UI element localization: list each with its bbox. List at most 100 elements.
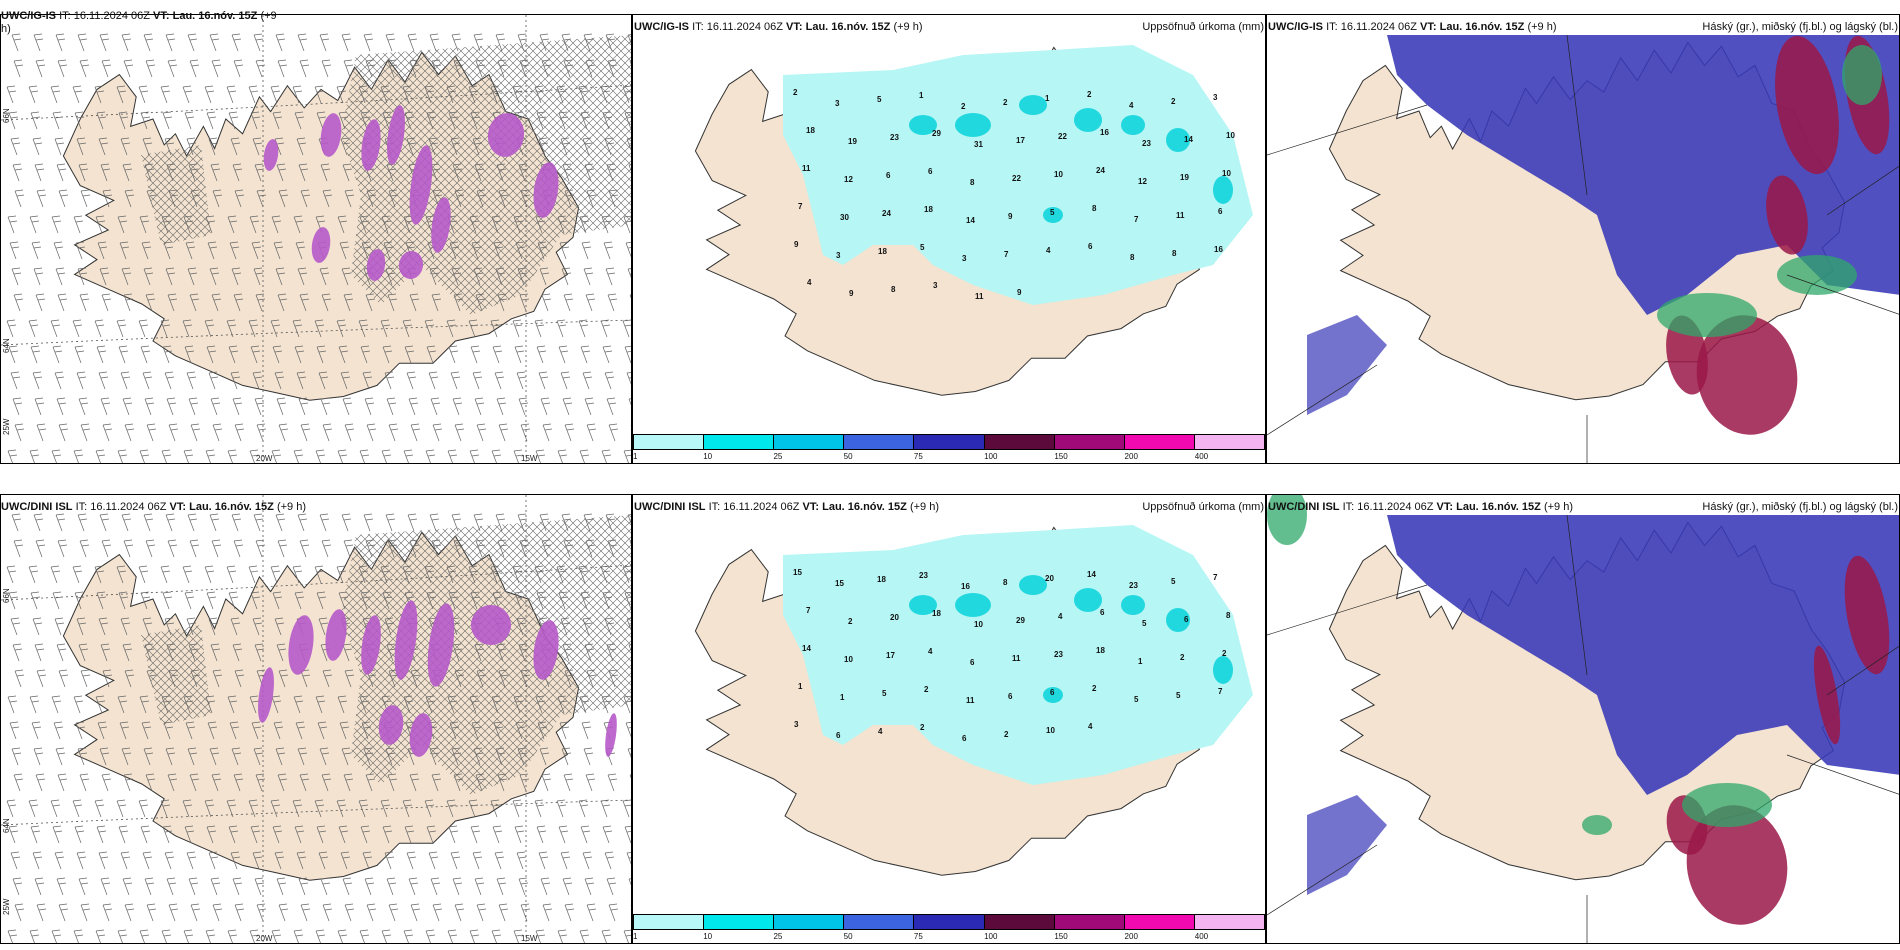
wind-barb-staff	[55, 268, 63, 286]
wind-barb-flag	[431, 752, 440, 755]
wind-barb-flag	[34, 397, 44, 400]
wind-barb-flag	[535, 929, 545, 932]
wind-barb-flag	[38, 428, 47, 431]
wind-barb-flag	[78, 376, 87, 379]
wind-barb	[229, 721, 240, 740]
wind-barb	[94, 319, 105, 338]
wind-barb	[230, 137, 241, 156]
wind-barb-flag	[387, 539, 397, 542]
wind-barb-staff	[165, 514, 173, 532]
wind-barb	[474, 877, 485, 896]
wind-barb-staff	[607, 294, 615, 312]
precip-mid-area	[1121, 595, 1145, 615]
wind-barb-flag	[74, 90, 83, 93]
wind-barb-flag	[36, 423, 46, 426]
precip-value: 1	[1138, 657, 1143, 666]
wind-barb	[276, 643, 287, 662]
wind-barb-flag	[74, 825, 84, 828]
wind-barb-staff	[234, 424, 242, 442]
wind-barb	[140, 345, 151, 364]
wind-barb	[410, 423, 421, 442]
wind-barb-flag	[231, 246, 240, 249]
wind-barb-staff	[13, 60, 21, 78]
wind-barb-staff	[337, 216, 345, 234]
wind-barb	[538, 851, 549, 870]
wind-barb-flag	[476, 423, 486, 426]
wind-barb-flag	[383, 220, 392, 223]
wind-barb-staff	[295, 242, 303, 260]
wind-barb-flag	[455, 778, 464, 781]
wind-barb-staff	[226, 566, 234, 584]
wind-barb-flag	[298, 376, 307, 379]
wind-barb-flag	[541, 539, 551, 542]
wind-barb-staff	[252, 852, 260, 870]
wind-barb	[498, 669, 509, 688]
precip-value: 6	[886, 171, 891, 180]
wind-barb-flag	[231, 267, 241, 270]
wind-barb-flag	[475, 293, 485, 296]
wind-barb-flag	[431, 59, 441, 62]
wind-barb-flag	[257, 298, 266, 301]
wind-barb-flag	[522, 908, 531, 911]
wind-barb-flag	[336, 565, 346, 568]
wind-barb-flag	[116, 799, 126, 802]
wind-barb	[579, 449, 590, 463]
wind-barb	[227, 695, 238, 714]
wind-barb	[161, 929, 172, 943]
precip-value: 6	[1184, 615, 1189, 624]
wind-barb-staff	[119, 242, 127, 260]
precip-value: 11	[1176, 211, 1185, 220]
wind-barb-flag	[140, 591, 150, 594]
wind-barb-flag	[34, 856, 43, 859]
wind-barb-flag	[495, 246, 504, 249]
wind-barb-flag	[493, 454, 502, 457]
wind-barb-staff	[272, 346, 280, 364]
wind-barb	[208, 137, 219, 156]
wind-barb-flag	[581, 721, 591, 724]
wind-barb-flag	[211, 59, 221, 62]
wind-barb-staff	[144, 644, 152, 662]
wind-barb-flag	[80, 168, 89, 171]
wind-barb-flag	[495, 726, 504, 729]
wind-barb-flag	[96, 324, 105, 327]
wind-barb-flag	[515, 220, 524, 223]
wind-barb-staff	[123, 540, 131, 558]
wind-barb-staff	[604, 138, 612, 156]
wind-barb-flag	[320, 856, 329, 859]
wind-barb-flag	[192, 194, 201, 197]
wind-barb-staff	[512, 566, 520, 584]
wind-barb-staff	[336, 800, 344, 818]
wind-barb	[94, 85, 105, 104]
wind-barb-flag	[540, 856, 549, 859]
wind-barb-flag	[498, 648, 507, 651]
wind-barb-flag	[449, 454, 458, 457]
wind-barb-flag	[472, 116, 481, 119]
wind-barb-flag	[561, 246, 570, 249]
wind-barb-flag	[101, 38, 110, 41]
wind-barb-flag	[254, 397, 264, 400]
wind-barb-staff	[228, 346, 236, 364]
wind-barb	[519, 773, 530, 792]
wind-barb	[468, 85, 479, 104]
wind-barb-flag	[446, 565, 456, 568]
wind-barb-flag	[187, 267, 197, 270]
wind-barb-staff	[468, 320, 476, 338]
wind-barb-flag	[448, 345, 458, 348]
wind-barb-flag	[122, 163, 132, 166]
wind-barb-staff	[75, 242, 83, 260]
wind-barb-staff	[362, 852, 370, 870]
wind-barb-flag	[562, 877, 572, 880]
wind-barb-flag	[233, 518, 242, 521]
wind-barb-flag	[161, 695, 171, 698]
wind-barb	[448, 111, 459, 130]
wind-barb	[10, 851, 21, 870]
wind-barb-flag	[539, 33, 549, 36]
wind-barb	[228, 111, 239, 130]
wind-barb	[402, 799, 413, 818]
wind-barb-flag	[296, 596, 305, 599]
wind-barb-flag	[449, 220, 458, 223]
wind-barb-staff	[432, 424, 440, 442]
wind-barb-flag	[143, 33, 153, 36]
wind-panel-title-2: UWC/DINI ISL IT: 16.11.2024 06Z VT: Lau.…	[1, 501, 306, 513]
wind-barb-flag	[361, 454, 370, 457]
